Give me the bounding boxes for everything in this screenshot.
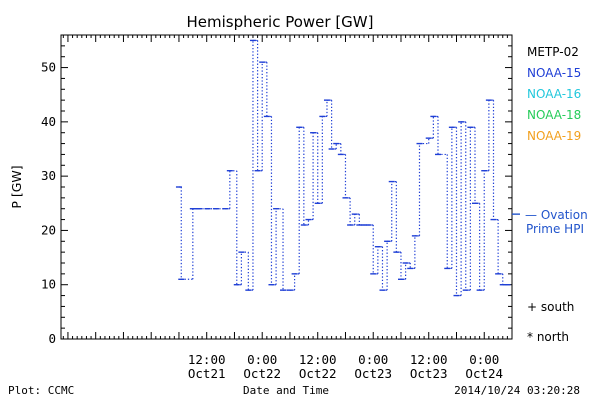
ovation-label: Prime HPI — [526, 222, 584, 236]
x-tick-date-label: Oct23 — [410, 366, 448, 381]
legend: METP-02 NOAA-15 NOAA-16 NOAA-18 NOAA-19 — [527, 45, 581, 143]
footer-plot-credit: Plot: CCMC — [8, 384, 74, 397]
legend-item: NOAA-19 — [527, 129, 581, 143]
plot-frame — [60, 34, 513, 340]
marker-legend: + south * north — [527, 300, 574, 344]
x-tick-label: 0:00 — [247, 352, 277, 367]
ovation-label: — Ovation — [525, 208, 588, 222]
y-tick-label: 40 — [41, 114, 56, 129]
x-tick-label: 12:00 — [188, 352, 226, 367]
x-axis: 12:00Oct210:00Oct2212:00Oct220:00Oct2312… — [62, 35, 513, 381]
x-tick-label: 0:00 — [358, 352, 388, 367]
y-axis-label: P [GW] — [9, 165, 24, 208]
y-tick-label: 30 — [41, 168, 56, 183]
x-tick-date-label: Oct24 — [465, 366, 503, 381]
chart-title: Hemispheric Power [GW] — [187, 13, 374, 31]
x-tick-date-label: Oct23 — [354, 366, 392, 381]
series-layer — [175, 39, 511, 297]
x-tick-date-label: Oct22 — [243, 366, 281, 381]
legend-item: NOAA-16 — [527, 87, 581, 101]
legend-item: NOAA-15 — [527, 66, 581, 80]
footer-timestamp: 2014/10/24 03:20:28 — [454, 384, 580, 397]
y-tick-label: 50 — [41, 60, 56, 75]
y-tick-label: 10 — [41, 277, 56, 292]
x-tick-label: 12:00 — [410, 352, 448, 367]
x-tick-label: 0:00 — [469, 352, 499, 367]
y-tick-label: 20 — [41, 222, 56, 237]
marker-legend-item: * north — [527, 330, 569, 344]
legend-item: NOAA-18 — [527, 108, 581, 122]
y-axis: 0 10 20 30 40 50 — [41, 34, 512, 346]
marker-legend-item: + south — [527, 300, 574, 314]
x-axis-label: Date and Time — [243, 384, 329, 397]
x-tick-label: 12:00 — [299, 352, 337, 367]
legend-item: METP-02 — [527, 45, 579, 59]
x-tick-date-label: Oct22 — [299, 366, 337, 381]
y-tick-label: 0 — [48, 331, 56, 346]
x-tick-date-label: Oct21 — [188, 366, 226, 381]
